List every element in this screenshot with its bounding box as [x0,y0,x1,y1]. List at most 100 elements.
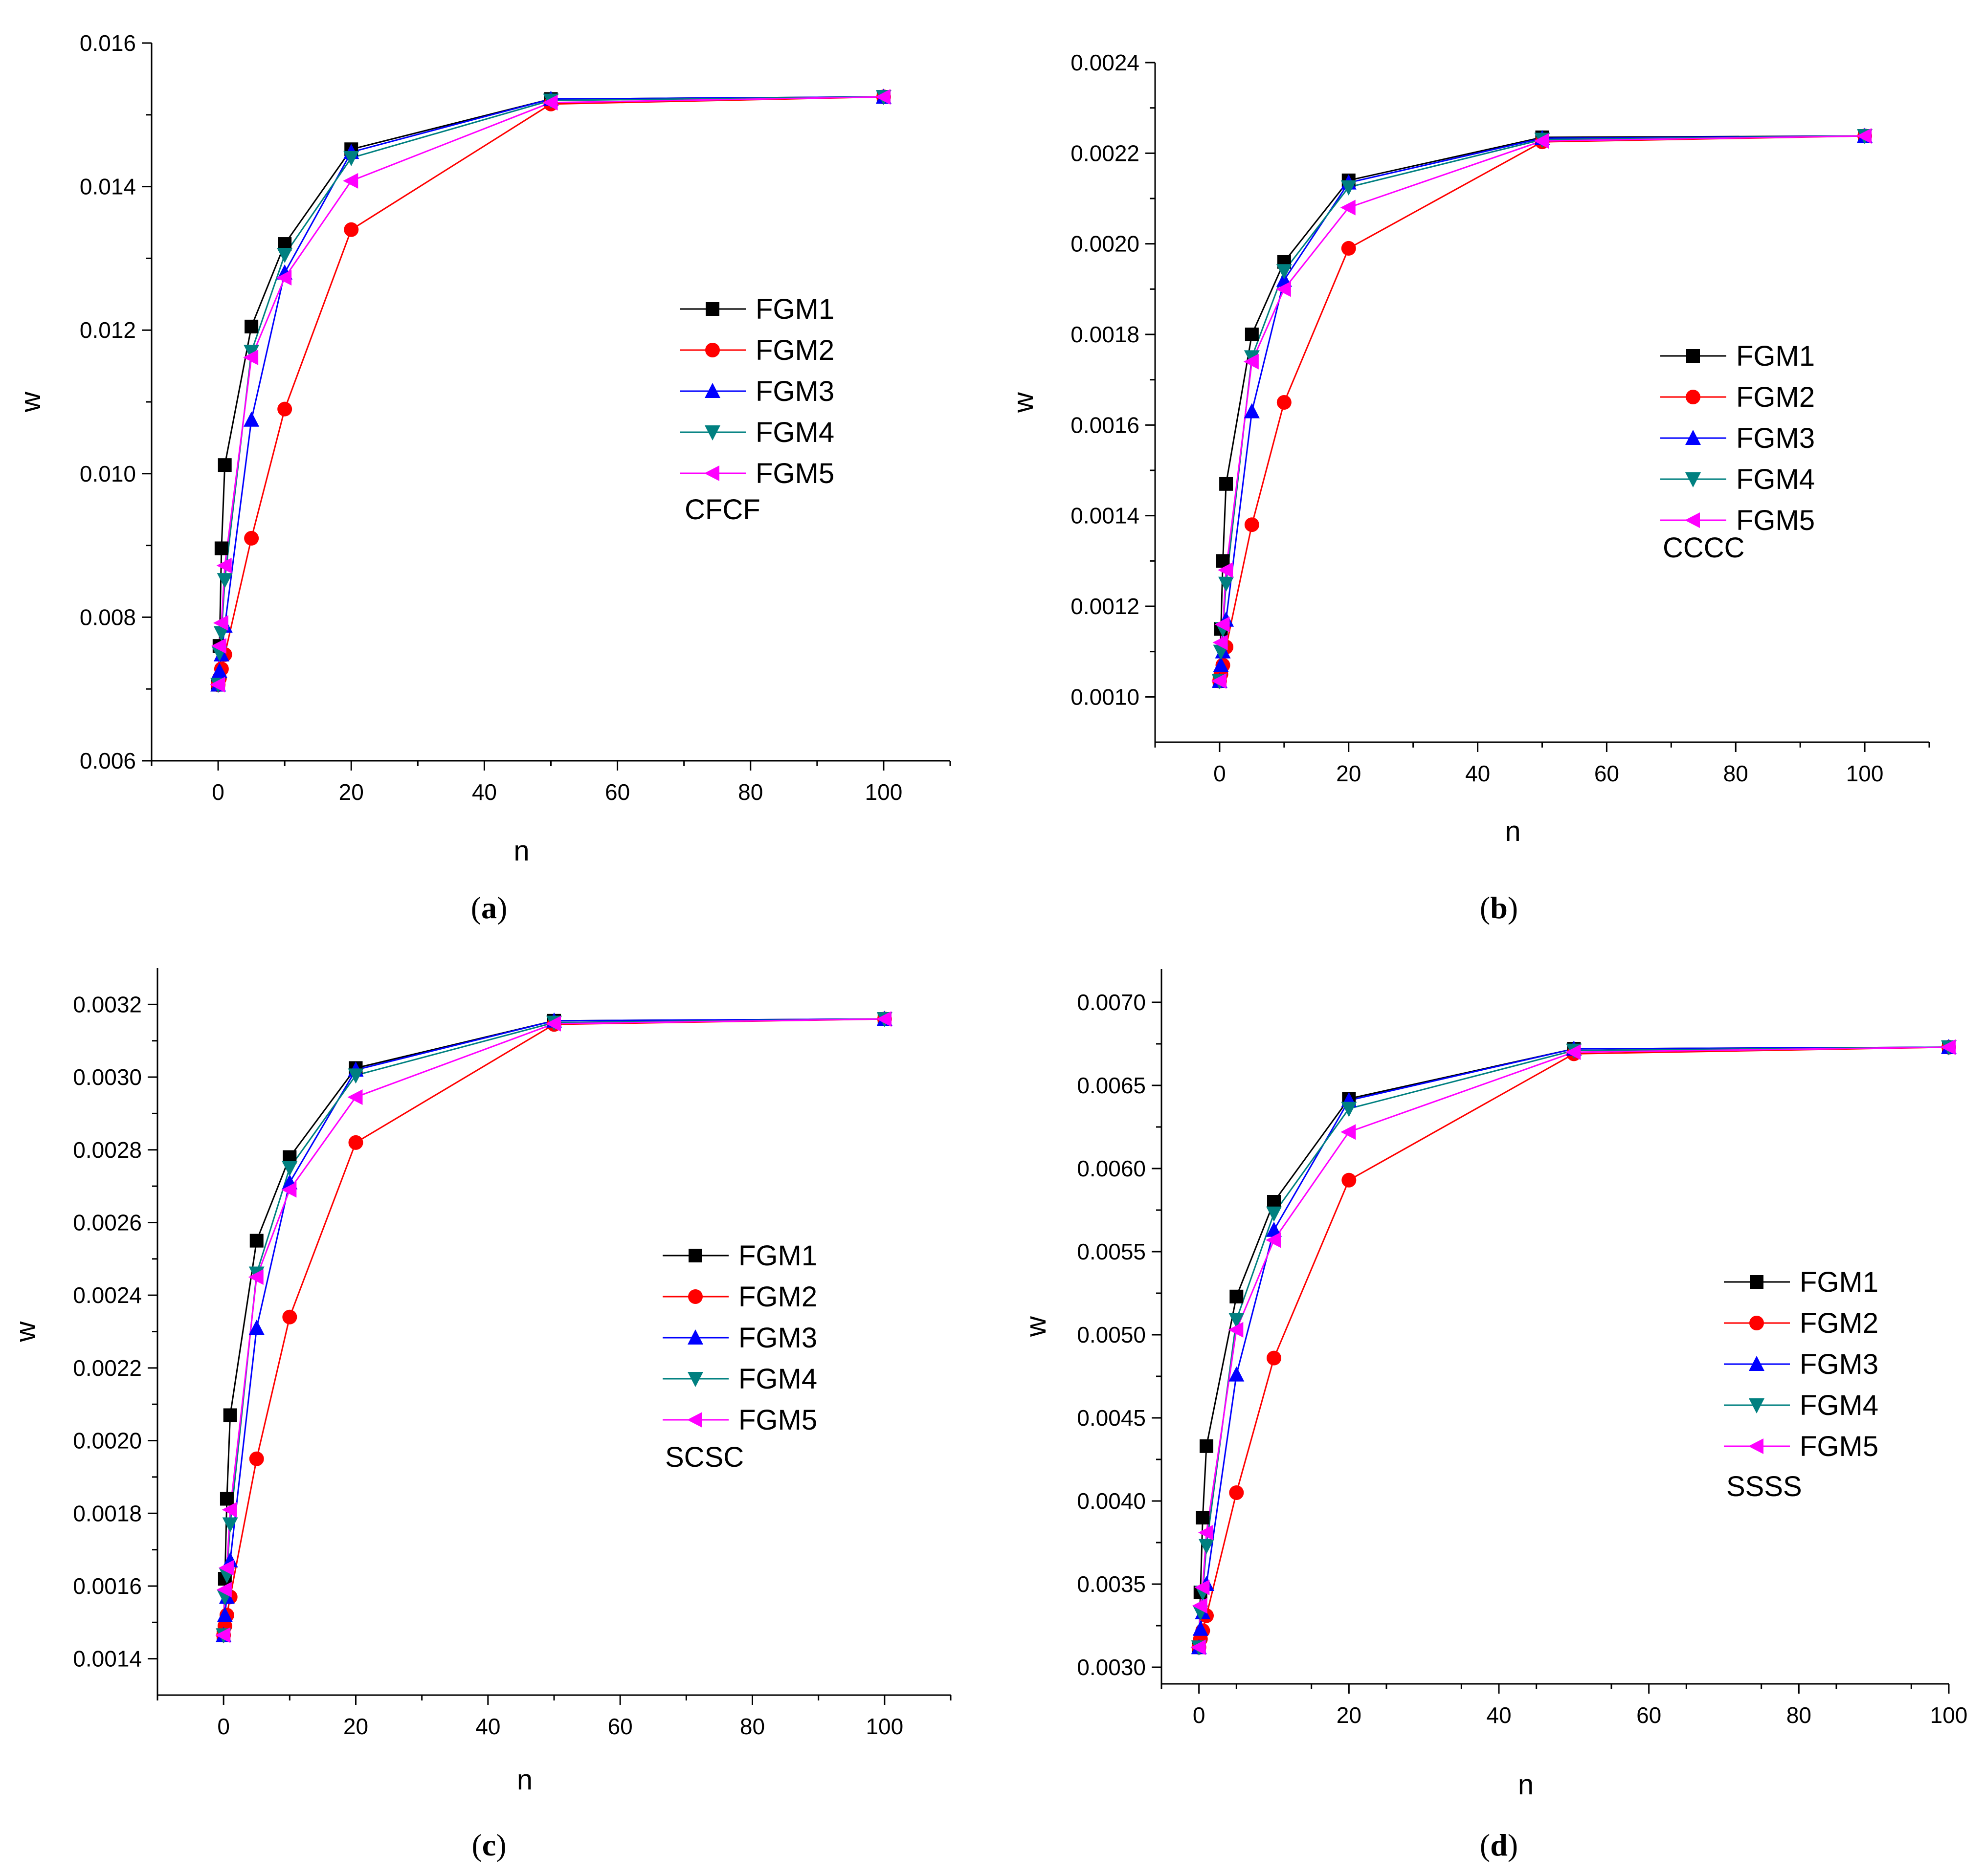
y-tick-label: 0.0014 [73,1646,142,1672]
legend-marker-fgm3 [705,383,720,398]
y-tick-label: 0.0035 [1077,1571,1146,1597]
x-tick-label: 0 [1213,761,1226,786]
data-point-fgm5 [1211,673,1227,689]
legend-label: FGM1 [738,1240,817,1272]
y-tick-label: 0.0024 [1071,50,1139,75]
data-point-fgm5 [1218,562,1233,578]
y-tick-label: 0.012 [80,317,136,343]
data-point-fgm5 [210,677,225,693]
data-point-fgm3 [1266,1221,1282,1237]
data-point-fgm5 [1212,635,1228,651]
data-point-fgm2 [1244,517,1259,532]
data-point-fgm3 [1192,1620,1208,1636]
legend: FGM1 FGM2 FGM3 FGM4 FGM5 [1660,340,1815,536]
y-tick-label: 0.0018 [1071,322,1139,347]
data-point-fgm5 [276,270,292,286]
data-point-fgm3 [248,1320,265,1335]
y-tick-label: 0.0010 [1071,684,1139,709]
data-point-fgm5 [213,615,228,631]
data-point-fgm5 [1192,1598,1207,1614]
y-axis-title: w [15,391,46,413]
y-tick-label: 0.0016 [73,1573,142,1599]
data-point-fgm2 [282,1309,297,1324]
data-point-fgm3 [1244,403,1260,419]
data-point-fgm5 [875,89,891,105]
x-tick-label: 0 [212,779,224,805]
y-tick-label: 0.0016 [1071,412,1139,438]
legend-label: FGM5 [1800,1431,1878,1462]
legend-marker-fgm4 [705,425,720,441]
data-point-fgm1 [1267,1195,1281,1209]
legend-marker-fgm2 [1686,390,1700,404]
y-tick-label: 0.0045 [1077,1405,1146,1431]
data-point-fgm5 [243,349,259,365]
x-tick-label: 100 [865,779,903,805]
x-tick-label: 40 [475,1714,500,1739]
legend-label: FGM5 [1736,505,1815,536]
boundary-annotation: CFCF [685,494,760,526]
panel-label: (d) [1480,1828,1518,1862]
boundary-annotation: SCSC [665,1441,744,1473]
data-point-fgm1 [1229,1289,1244,1303]
legend-marker-fgm2 [1749,1316,1764,1330]
y-tick-label: 0.0022 [1071,140,1139,166]
x-tick-label: 100 [866,1714,903,1739]
data-point-fgm5 [1190,1639,1206,1655]
legend-marker-fgm5 [687,1412,702,1428]
data-point-fgm2 [348,1135,363,1150]
data-point-fgm4 [213,626,229,641]
y-axis-title: w [10,1321,42,1342]
panel-a: 0.006 0.008 0.010 0.012 0.014 0.016 0 20 40 60 80 1… [15,30,951,925]
boundary-annotation: SSSS [1726,1471,1802,1502]
legend-marker-fgm1 [1686,349,1700,363]
y-axis-title: w [1007,392,1039,413]
data-point-fgm4 [1340,180,1357,196]
legend-marker-fgm5 [1685,512,1700,528]
data-point-fgm5 [218,1560,234,1576]
data-point-fgm3 [1228,1366,1245,1382]
data-point-fgm5 [1565,1044,1581,1060]
legend-label: FGM1 [756,293,834,325]
x-tick-label: 60 [605,779,630,805]
y-tick-label: 0.0022 [73,1355,142,1381]
legend-marker-fgm3 [688,1329,703,1345]
data-point-fgm4 [1341,1102,1357,1117]
data-point-fgm1 [1219,477,1233,491]
data-point-fgm2 [1267,1350,1281,1366]
data-point-fgm5 [1266,1232,1281,1248]
data-point-fgm2 [1341,241,1356,256]
series-line-fgm2 [1198,1046,1949,1648]
data-point-fgm1 [249,1234,264,1248]
x-tick-label: 0 [217,1714,230,1739]
y-tick-label: 0.0032 [73,992,142,1017]
x-tick-label: 100 [1846,761,1884,786]
legend-marker-fgm5 [704,465,719,481]
legend-label: FGM4 [756,417,834,448]
data-point-fgm5 [1228,1322,1244,1338]
legend-marker-fgm4 [1685,472,1701,487]
data-point-fgm5 [1198,1524,1213,1541]
y-tick-label: 0.0060 [1077,1156,1146,1181]
y-tick-label: 0.0024 [73,1282,142,1308]
legend-marker-fgm4 [688,1372,703,1387]
data-point-fgm5 [248,1269,264,1285]
x-axis-title: n [513,835,529,867]
data-point-fgm2 [244,530,259,546]
legend-label: FGM3 [756,375,834,407]
y-tick-label: 0.0026 [73,1210,142,1235]
data-point-fgm5 [1194,1579,1210,1595]
legend-marker-fgm4 [1749,1398,1764,1413]
data-point-fgm4 [277,248,293,264]
y-tick-label: 0.006 [80,748,136,773]
legend-label: FGM2 [1736,381,1815,413]
legend-label: FGM5 [756,458,834,489]
data-point-fgm4 [244,345,260,360]
data-point-fgm2 [344,222,359,237]
y-tick-label: 0.0018 [73,1501,142,1526]
series-line-fgm1 [1198,1046,1949,1648]
legend-label: FGM2 [1800,1307,1878,1339]
x-tick-label: 60 [1594,761,1619,786]
panel-d: 0.0030 0.0035 0.0040 0.0045 0.0050 0.0055 0.00… [1020,969,1967,1862]
y-tick-label: 0.0055 [1077,1239,1146,1264]
